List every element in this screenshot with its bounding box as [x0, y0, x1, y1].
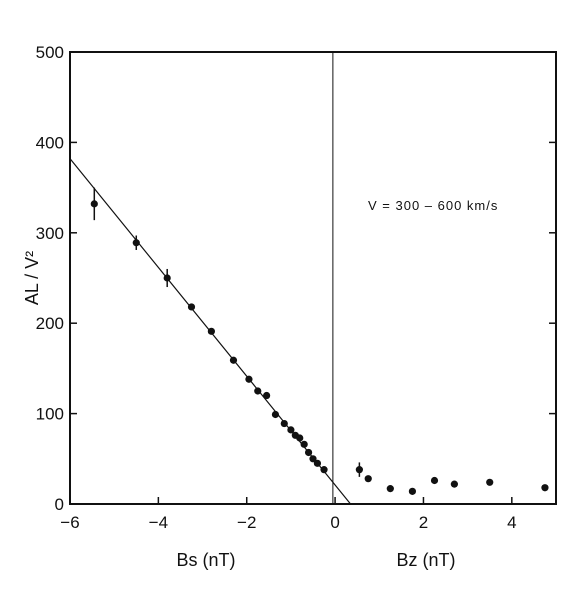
data-point: [450, 480, 458, 488]
data-point: [386, 485, 394, 493]
data-point: [245, 375, 253, 383]
data-point: [408, 487, 417, 495]
x-axis-title-left: Bs (nT): [176, 550, 235, 570]
data-point: [430, 476, 439, 485]
data-points: [90, 187, 549, 495]
x-tick-label: −6: [60, 513, 79, 532]
y-axis-ticks: 0 100 200 300 400 500: [36, 43, 556, 514]
data-point: [296, 434, 304, 442]
data-point: [90, 200, 98, 208]
data-point: [355, 466, 363, 474]
y-tick-label: 0: [55, 495, 64, 514]
x-tick-label: −4: [149, 513, 168, 532]
data-point: [280, 419, 288, 428]
x-axis-title-right: Bz (nT): [396, 550, 455, 570]
y-axis-title: AL / V²: [22, 251, 42, 305]
plot-frame: [69, 51, 557, 505]
y-tick-label: 200: [36, 314, 64, 333]
data-point: [486, 478, 494, 486]
data-point: [163, 274, 171, 282]
data-point: [263, 391, 271, 400]
x-tick-label: −2: [237, 513, 256, 532]
x-tick-label: 0: [330, 513, 339, 532]
data-point: [300, 440, 308, 448]
data-point: [229, 356, 238, 364]
data-point: [287, 426, 295, 434]
data-point: [271, 410, 280, 419]
data-point: [207, 327, 215, 335]
data-point: [320, 466, 328, 474]
data-point: [187, 303, 196, 311]
data-point: [313, 459, 322, 467]
data-point: [132, 239, 140, 247]
y-tick-label: 300: [36, 224, 64, 243]
data-point: [364, 475, 372, 483]
x-axis-ticks: −6 −4 −2 0 2 4: [60, 497, 517, 532]
data-point: [309, 455, 317, 463]
y-tick-label: 400: [36, 133, 64, 152]
y-tick-label: 500: [36, 43, 64, 62]
x-tick-label: 2: [419, 513, 428, 532]
velocity-annotation: V = 300 – 600 km/s: [368, 198, 498, 213]
y-tick-label: 100: [36, 405, 64, 424]
data-point: [541, 484, 549, 492]
x-tick-label: 4: [507, 513, 516, 532]
data-point: [254, 387, 262, 395]
data-point: [304, 448, 313, 457]
